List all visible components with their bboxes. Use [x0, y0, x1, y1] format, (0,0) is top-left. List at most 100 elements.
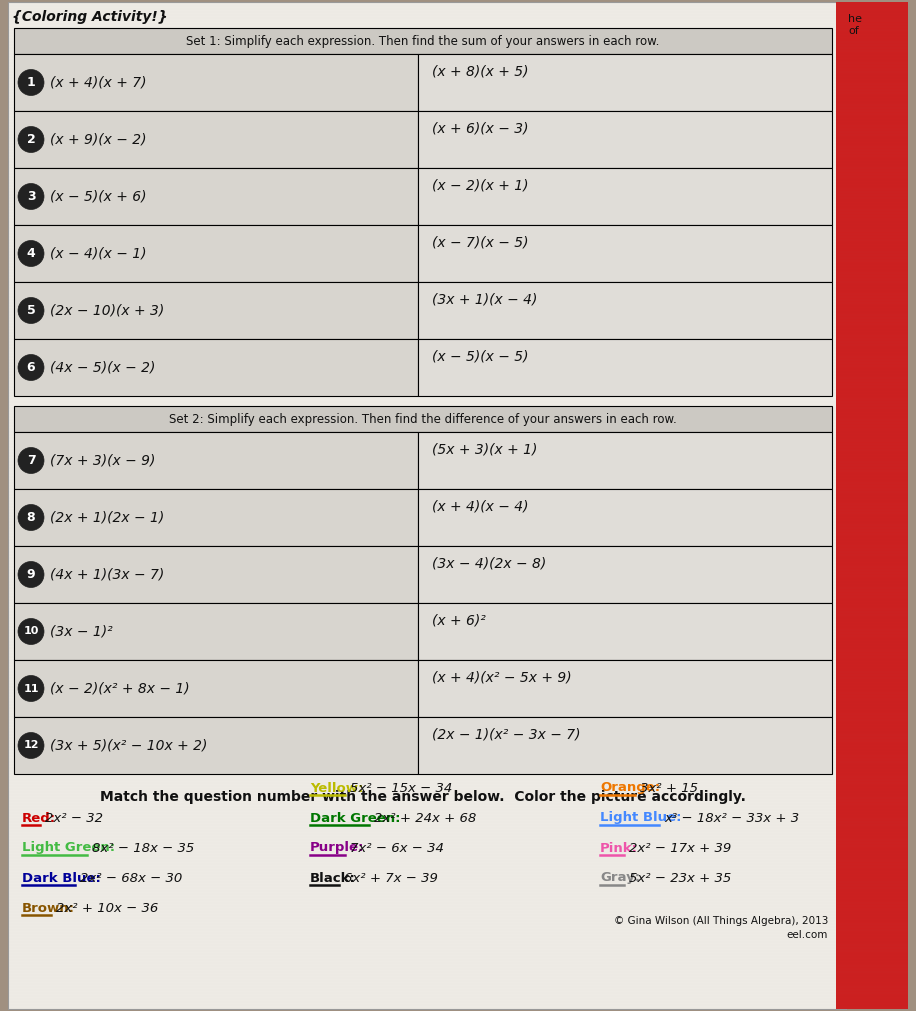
Bar	[418, 111, 832, 168]
Text: (3x − 1)²: (3x − 1)²	[50, 625, 113, 639]
Text: 2x² − 68x − 30: 2x² − 68x − 30	[80, 871, 182, 885]
Text: 2x² − 17x + 39: 2x² − 17x + 39	[628, 841, 731, 854]
Bar	[14, 432, 418, 489]
Text: Gray:: Gray:	[600, 871, 640, 885]
Text: Match the question number with the answer below.  Color the picture accordingly.: Match the question number with the answe…	[100, 790, 746, 804]
Text: of: of	[848, 26, 859, 36]
Text: 8x² − 18x − 35: 8x² − 18x − 35	[92, 841, 194, 854]
Text: 6: 6	[27, 361, 36, 374]
Text: Brown:: Brown:	[22, 902, 75, 915]
Text: Dark Blue:: Dark Blue:	[22, 871, 101, 885]
Circle shape	[18, 448, 44, 473]
Text: 4: 4	[27, 247, 36, 260]
Text: 1: 1	[27, 76, 36, 89]
Text: (x − 5)(x − 5): (x − 5)(x − 5)	[432, 349, 529, 363]
Text: (2x − 1)(x² − 3x − 7): (2x − 1)(x² − 3x − 7)	[432, 727, 581, 741]
Bar	[418, 546, 832, 603]
Text: 2x² − 32: 2x² − 32	[45, 812, 103, 825]
Bar	[418, 660, 832, 717]
Bar	[836, 2, 908, 1009]
Text: (7x + 3)(x − 9): (7x + 3)(x − 9)	[50, 454, 156, 467]
Text: (x − 2)(x² + 8x − 1): (x − 2)(x² + 8x − 1)	[50, 681, 190, 696]
Text: {Coloring Activity!}: {Coloring Activity!}	[12, 10, 168, 24]
Text: Set 2: Simplify each expression. Then find the difference of your answers in eac: Set 2: Simplify each expression. Then fi…	[169, 412, 677, 426]
Circle shape	[18, 561, 44, 587]
Bar	[14, 406, 832, 432]
Bar	[418, 225, 832, 282]
Text: 3: 3	[27, 190, 36, 203]
Text: Orange:: Orange:	[600, 782, 660, 795]
Text: (x − 5)(x + 6): (x − 5)(x + 6)	[50, 189, 147, 203]
Text: 7: 7	[27, 454, 36, 467]
Bar	[418, 717, 832, 774]
Circle shape	[18, 504, 44, 531]
Text: 11: 11	[23, 683, 38, 694]
Text: (x + 9)(x − 2): (x + 9)(x − 2)	[50, 132, 147, 147]
Bar	[14, 111, 418, 168]
Bar	[14, 282, 418, 339]
Circle shape	[18, 355, 44, 380]
Text: Dark Green:: Dark Green:	[310, 812, 400, 825]
Text: (x + 8)(x + 5): (x + 8)(x + 5)	[432, 64, 529, 78]
Bar	[14, 168, 418, 225]
Text: (3x + 5)(x² − 10x + 2): (3x + 5)(x² − 10x + 2)	[50, 738, 207, 752]
Text: (2x + 1)(2x − 1): (2x + 1)(2x − 1)	[50, 511, 164, 525]
Circle shape	[18, 126, 44, 153]
Text: (x − 4)(x − 1): (x − 4)(x − 1)	[50, 247, 147, 261]
Text: (x + 6)²: (x + 6)²	[432, 613, 485, 627]
Circle shape	[18, 297, 44, 324]
Bar	[418, 54, 832, 111]
Bar	[418, 339, 832, 396]
Text: Red:: Red:	[22, 812, 56, 825]
Circle shape	[18, 619, 44, 644]
Bar	[418, 489, 832, 546]
Text: (5x + 3)(x + 1): (5x + 3)(x + 1)	[432, 442, 538, 456]
Text: 3x² + 15: 3x² + 15	[640, 782, 698, 795]
Text: he: he	[848, 14, 862, 24]
Circle shape	[18, 241, 44, 267]
Bar	[14, 546, 418, 603]
Bar	[14, 660, 418, 717]
Bar	[418, 282, 832, 339]
Text: 8: 8	[27, 511, 36, 524]
Text: (x + 4)(x − 4): (x + 4)(x − 4)	[432, 499, 529, 514]
Text: (x + 4)(x² − 5x + 9): (x + 4)(x² − 5x + 9)	[432, 670, 572, 684]
Text: (4x + 1)(3x − 7): (4x + 1)(3x − 7)	[50, 567, 164, 581]
Text: 5x² − 23x + 35: 5x² − 23x + 35	[628, 871, 731, 885]
Text: (3x + 1)(x − 4): (3x + 1)(x − 4)	[432, 292, 538, 306]
Text: Light Blue:: Light Blue:	[600, 812, 682, 825]
Text: 10: 10	[23, 627, 38, 637]
Bar	[418, 168, 832, 225]
Bar	[14, 717, 418, 774]
Text: (x + 4)(x + 7): (x + 4)(x + 7)	[50, 76, 147, 90]
Circle shape	[18, 70, 44, 95]
Bar	[14, 28, 832, 54]
Text: Light Green:: Light Green:	[22, 841, 115, 854]
Text: Pink:: Pink:	[600, 841, 638, 854]
Text: Set 1: Simplify each expression. Then find the sum of your answers in each row.: Set 1: Simplify each expression. Then fi…	[186, 34, 660, 48]
Circle shape	[18, 184, 44, 209]
Text: eel.com: eel.com	[787, 930, 828, 940]
Text: (x + 6)(x − 3): (x + 6)(x − 3)	[432, 121, 529, 135]
Bar	[14, 54, 418, 111]
Text: (2x − 10)(x + 3): (2x − 10)(x + 3)	[50, 303, 164, 317]
Bar	[418, 603, 832, 660]
Bar	[14, 489, 418, 546]
Bar	[14, 225, 418, 282]
Bar	[14, 339, 418, 396]
Text: 2: 2	[27, 133, 36, 146]
Circle shape	[18, 733, 44, 758]
Text: x³ − 18x² − 33x + 3: x³ − 18x² − 33x + 3	[664, 812, 799, 825]
Text: 6x² + 7x − 39: 6x² + 7x − 39	[344, 871, 439, 885]
Text: 12: 12	[23, 740, 38, 750]
Text: Black:: Black:	[310, 871, 356, 885]
Text: 9: 9	[27, 568, 36, 581]
Text: 5x² − 15x − 34: 5x² − 15x − 34	[350, 782, 453, 795]
Text: (x − 2)(x + 1): (x − 2)(x + 1)	[432, 178, 529, 192]
Text: © Gina Wilson (All Things Algebra), 2013: © Gina Wilson (All Things Algebra), 2013	[614, 916, 828, 926]
Bar	[14, 603, 418, 660]
Text: (4x − 5)(x − 2): (4x − 5)(x − 2)	[50, 361, 156, 374]
Text: 2x² + 24x + 68: 2x² + 24x + 68	[374, 812, 476, 825]
Bar	[418, 432, 832, 489]
Text: (3x − 4)(2x − 8): (3x − 4)(2x − 8)	[432, 556, 546, 570]
